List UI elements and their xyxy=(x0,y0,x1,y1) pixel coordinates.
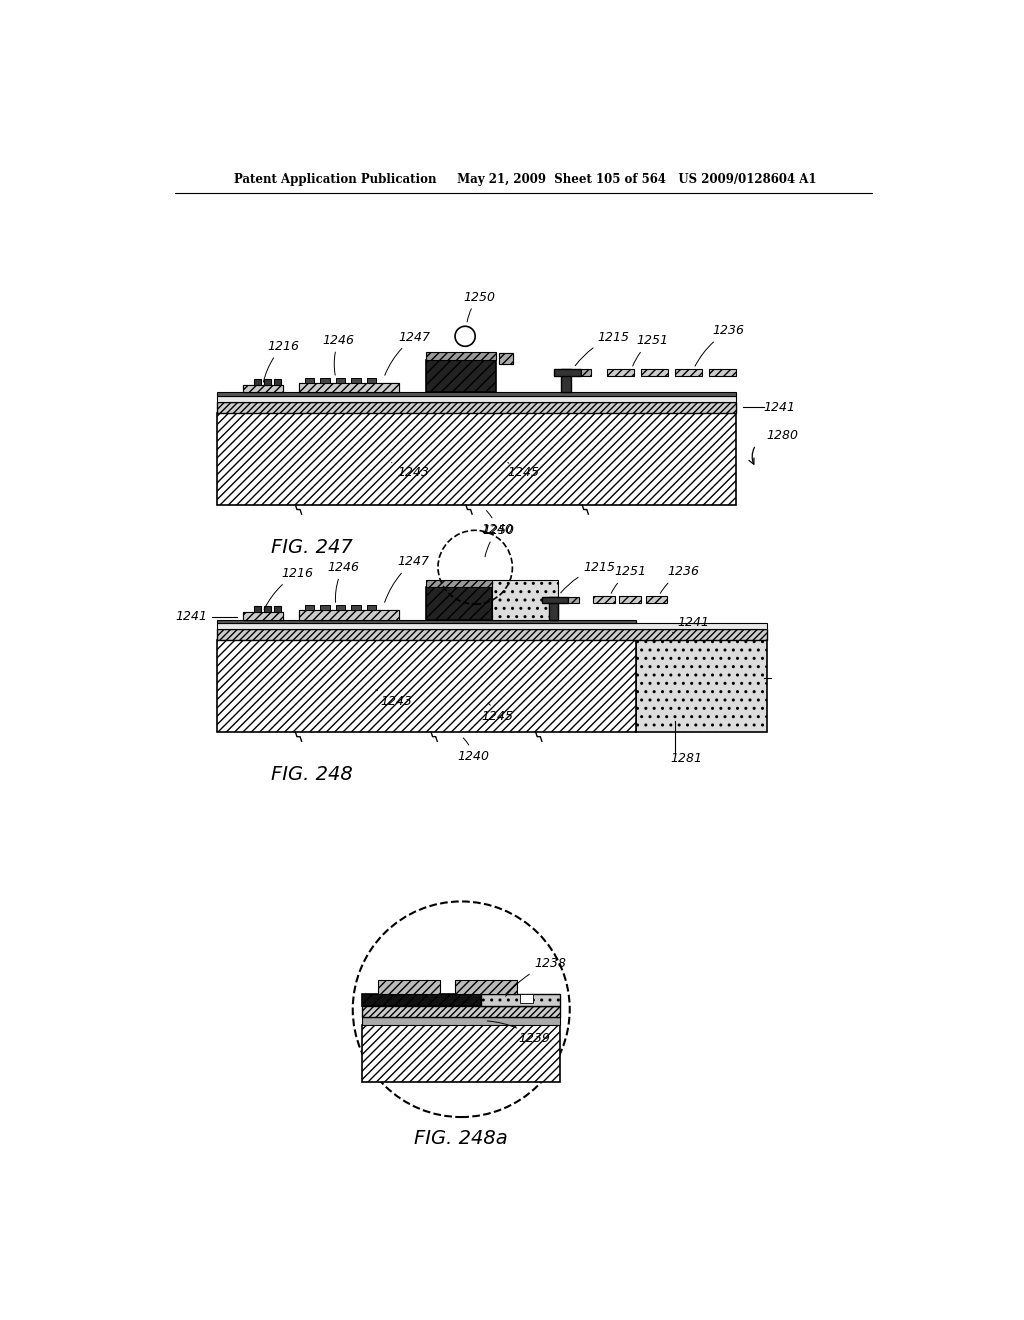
Text: 1245: 1245 xyxy=(507,462,540,479)
Bar xyxy=(217,628,767,640)
Bar xyxy=(243,385,283,392)
Bar xyxy=(367,605,376,610)
Text: 1216: 1216 xyxy=(264,566,313,610)
Bar xyxy=(480,994,560,1006)
Bar xyxy=(520,994,532,1003)
Text: 1281: 1281 xyxy=(670,752,702,766)
Bar xyxy=(336,605,345,610)
Bar xyxy=(274,379,281,385)
Bar xyxy=(351,605,360,610)
Bar xyxy=(321,378,330,383)
Text: 1241: 1241 xyxy=(763,400,795,413)
Bar xyxy=(426,360,496,392)
Bar xyxy=(299,610,399,619)
Text: 1236: 1236 xyxy=(695,325,744,366)
Bar xyxy=(561,370,570,392)
Bar xyxy=(426,579,493,587)
Bar xyxy=(243,385,283,392)
Bar xyxy=(217,401,736,412)
Bar xyxy=(217,392,736,396)
Bar xyxy=(362,1006,560,1016)
Text: 1247: 1247 xyxy=(385,330,431,375)
Text: 1216: 1216 xyxy=(263,339,299,381)
Bar xyxy=(426,587,493,619)
Bar xyxy=(321,605,330,610)
Bar xyxy=(264,606,270,612)
Text: 1247: 1247 xyxy=(385,556,429,602)
Bar xyxy=(362,1024,560,1082)
Bar xyxy=(675,368,702,376)
Text: 1241: 1241 xyxy=(673,616,710,632)
Circle shape xyxy=(352,902,569,1117)
Bar xyxy=(620,595,641,603)
Bar xyxy=(641,368,669,376)
Circle shape xyxy=(455,326,475,346)
Text: FIG. 248: FIG. 248 xyxy=(271,764,353,784)
Bar xyxy=(378,979,439,994)
Text: 1239: 1239 xyxy=(487,1020,551,1045)
Bar xyxy=(593,595,614,603)
Text: 1241: 1241 xyxy=(175,610,207,623)
Bar xyxy=(217,640,636,733)
Bar xyxy=(243,612,283,619)
Text: 1280: 1280 xyxy=(767,429,799,442)
Bar xyxy=(217,623,767,628)
Text: 1250: 1250 xyxy=(482,524,514,557)
Bar xyxy=(299,383,399,392)
Bar xyxy=(362,994,480,1006)
Text: 1240: 1240 xyxy=(458,738,489,763)
Bar xyxy=(607,368,634,376)
Text: 1250: 1250 xyxy=(463,290,495,322)
Bar xyxy=(542,597,568,603)
Bar xyxy=(254,606,260,612)
Text: 1236: 1236 xyxy=(660,565,699,594)
Bar xyxy=(549,597,558,619)
Bar xyxy=(264,379,270,385)
Text: 1238: 1238 xyxy=(506,957,566,997)
Polygon shape xyxy=(458,343,472,346)
Bar xyxy=(243,612,283,619)
Text: 1245: 1245 xyxy=(481,704,513,723)
Bar xyxy=(493,579,558,619)
Bar xyxy=(299,383,399,392)
Text: 1243: 1243 xyxy=(391,462,429,479)
Text: 1251: 1251 xyxy=(633,334,668,366)
Text: 1246: 1246 xyxy=(323,334,354,375)
Bar xyxy=(217,619,636,623)
Bar xyxy=(426,352,496,360)
Bar xyxy=(500,354,513,364)
Bar xyxy=(710,368,736,376)
Bar xyxy=(254,379,260,385)
Bar xyxy=(362,1016,560,1024)
Bar xyxy=(305,605,314,610)
Text: 1243: 1243 xyxy=(376,689,412,708)
Bar xyxy=(367,378,376,383)
Bar xyxy=(646,595,668,603)
Text: Patent Application Publication     May 21, 2009  Sheet 105 of 564   US 2009/0128: Patent Application Publication May 21, 2… xyxy=(233,173,816,186)
Bar xyxy=(554,370,581,376)
Bar xyxy=(568,597,579,603)
Text: 1215: 1215 xyxy=(561,561,615,593)
Bar xyxy=(299,610,399,619)
Bar xyxy=(217,396,736,401)
Bar xyxy=(455,979,517,994)
Text: 1251: 1251 xyxy=(611,565,646,593)
Text: 1246: 1246 xyxy=(328,561,359,602)
Bar xyxy=(274,606,281,612)
Text: FIG. 248a: FIG. 248a xyxy=(415,1129,508,1148)
Bar xyxy=(500,354,513,364)
Bar xyxy=(351,378,360,383)
Text: 1240: 1240 xyxy=(481,511,513,536)
Bar xyxy=(581,370,592,376)
Bar xyxy=(217,413,736,506)
Bar xyxy=(305,378,314,383)
Text: 1215: 1215 xyxy=(575,330,629,366)
Bar xyxy=(336,378,345,383)
Bar xyxy=(636,628,767,733)
Text: FIG. 247: FIG. 247 xyxy=(271,537,353,557)
